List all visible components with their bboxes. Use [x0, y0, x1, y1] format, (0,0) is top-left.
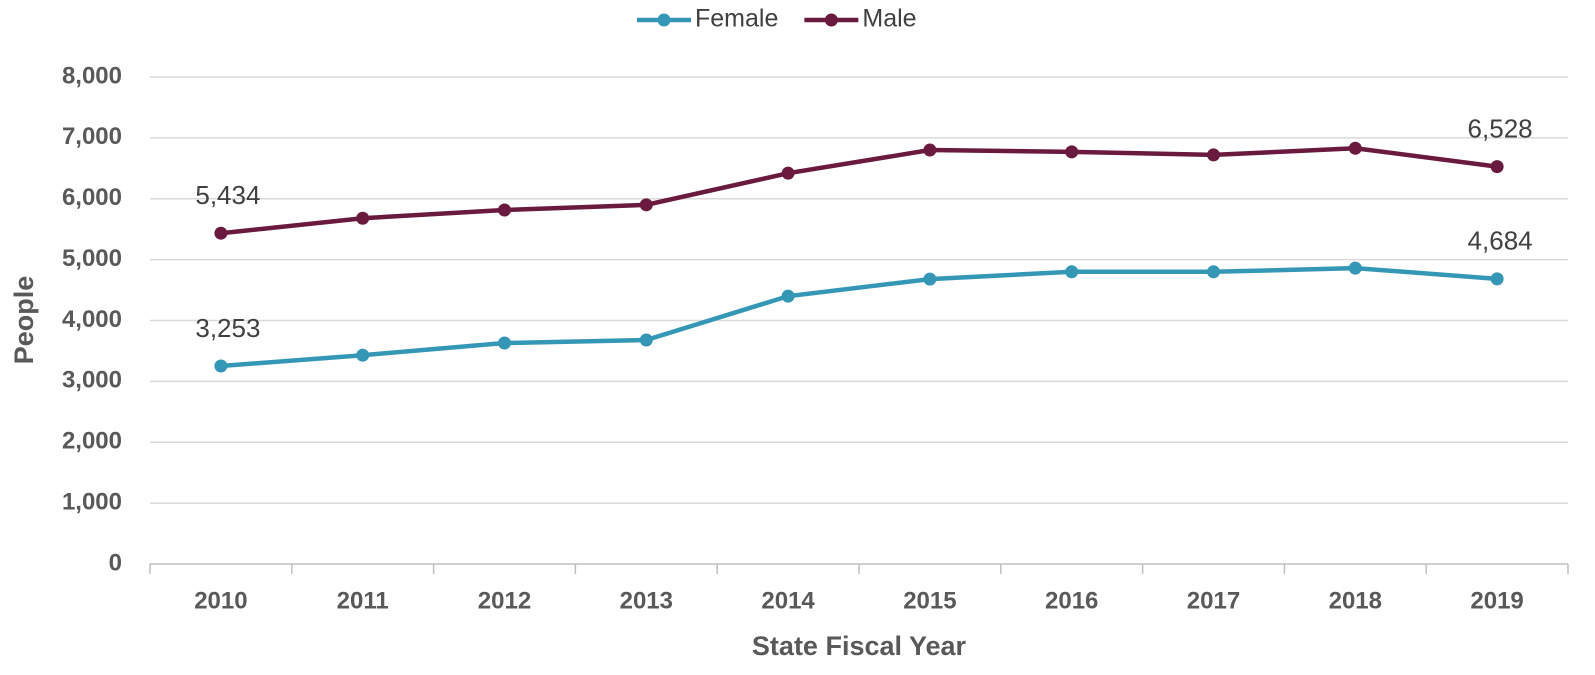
data-point	[498, 336, 511, 350]
data-point	[1065, 265, 1079, 279]
x-tick-label: 2011	[337, 587, 389, 614]
y-tick-label: 6,000	[62, 184, 122, 211]
data-label: 6,528	[1468, 113, 1533, 143]
x-tick-label: 2018	[1329, 587, 1382, 614]
y-tick-label: 0	[109, 549, 122, 576]
y-axis-title: People	[9, 276, 39, 365]
data-point	[498, 203, 511, 217]
legend-marker	[824, 13, 838, 27]
data-point	[1348, 261, 1362, 275]
data-point	[781, 166, 795, 180]
data-point	[1490, 272, 1504, 286]
y-tick-label: 4,000	[62, 306, 122, 333]
x-tick-label: 2010	[194, 587, 247, 614]
y-tick-label: 1,000	[62, 488, 122, 515]
y-tick-label: 7,000	[62, 123, 122, 150]
y-tick-label: 2,000	[62, 428, 122, 455]
y-tick-label: 5,000	[62, 245, 122, 272]
x-tick-label: 2012	[478, 587, 531, 614]
series-line	[220, 145, 1498, 236]
x-axis-title: State Fiscal Year	[752, 631, 967, 661]
x-tick-label: 2016	[1045, 587, 1098, 614]
y-tick-label: 3,000	[62, 367, 122, 394]
data-point	[356, 348, 370, 362]
data-point	[1207, 148, 1220, 162]
data-point	[214, 359, 228, 373]
data-point	[1207, 265, 1220, 279]
x-tick-label: 2015	[903, 587, 956, 614]
series-line	[220, 265, 1498, 369]
legend-label: Male	[862, 5, 916, 33]
data-point	[639, 198, 653, 212]
data-point	[1490, 160, 1504, 174]
data-label: 5,434	[195, 180, 260, 210]
data-label: 3,253	[195, 313, 260, 343]
y-tick-label: 8,000	[62, 62, 122, 89]
data-point	[1348, 141, 1362, 155]
x-tick-label: 2013	[620, 587, 673, 614]
data-point	[356, 211, 370, 225]
data-point	[781, 289, 795, 303]
legend-label: Female	[695, 5, 778, 33]
legend-marker	[657, 13, 671, 27]
data-point	[214, 226, 228, 240]
data-point	[923, 143, 937, 157]
data-point	[923, 272, 937, 286]
x-tick-label: 2014	[761, 587, 815, 614]
x-tick-label: 2019	[1470, 587, 1523, 614]
x-tick-label: 2017	[1187, 587, 1240, 614]
data-point	[1065, 145, 1079, 159]
data-label: 4,684	[1468, 226, 1533, 256]
data-point	[639, 333, 653, 347]
